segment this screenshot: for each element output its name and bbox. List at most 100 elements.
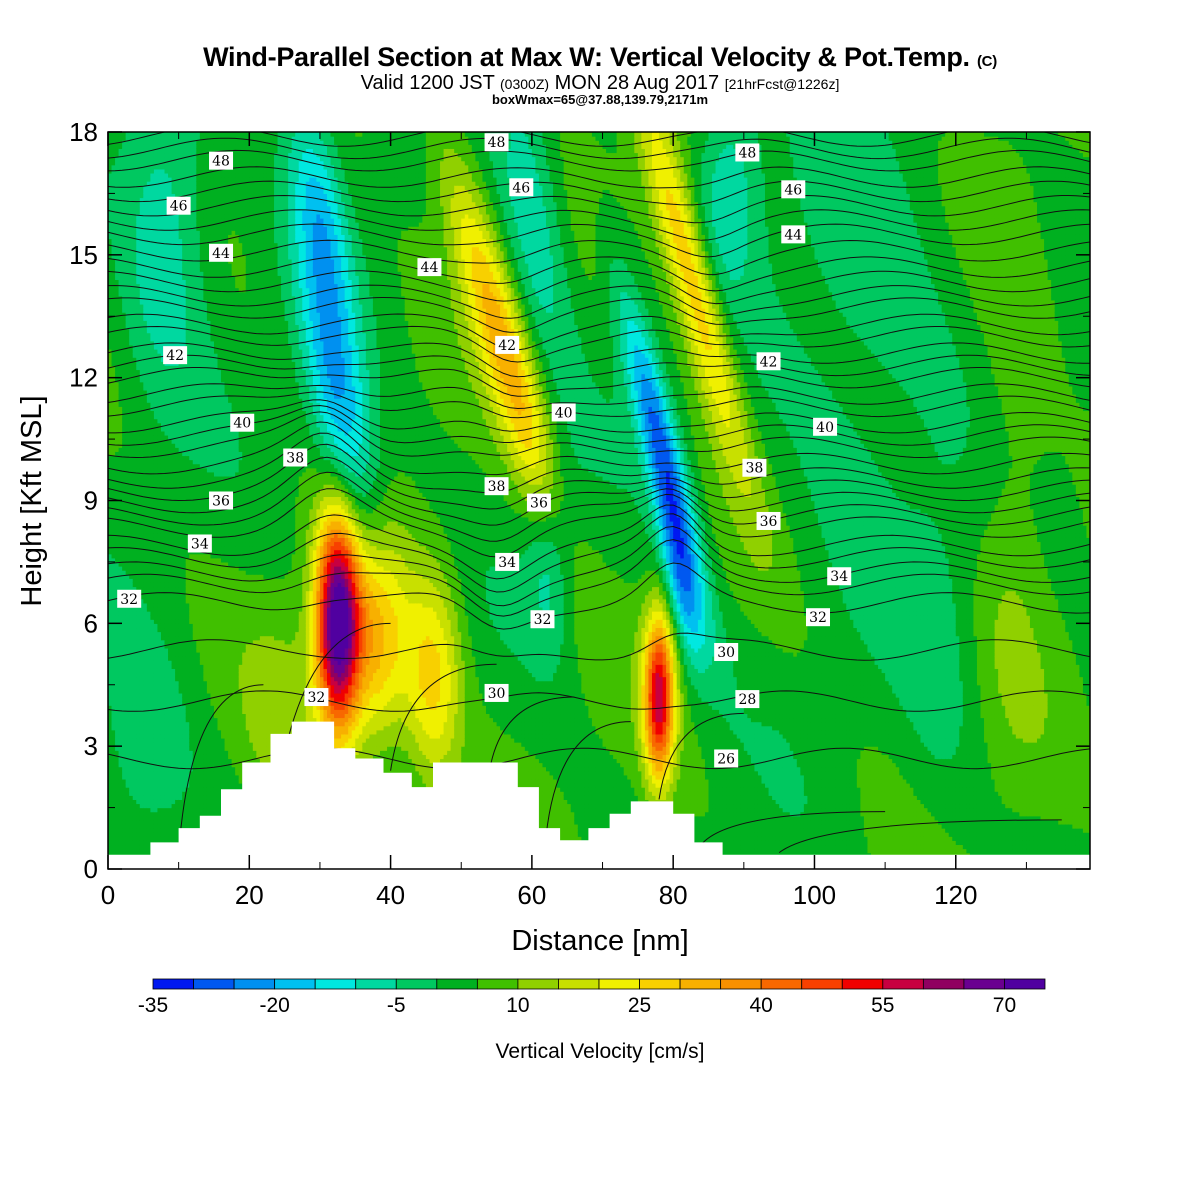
velocity-cell (147, 578, 151, 583)
velocity-cell (154, 701, 158, 706)
velocity-cell (140, 234, 144, 239)
velocity-cell (143, 709, 147, 714)
velocity-cell (122, 582, 126, 587)
velocity-cell (154, 767, 158, 772)
velocity-cell (129, 750, 133, 755)
velocity-cell (119, 664, 123, 669)
velocity-cell (136, 255, 140, 260)
velocity-cell (133, 173, 137, 178)
velocity-cell (112, 689, 116, 694)
velocity-cell (136, 177, 140, 182)
velocity-cell (133, 771, 137, 776)
velocity-cell (119, 202, 123, 207)
velocity-cell (147, 218, 151, 223)
velocity-cell (119, 836, 123, 841)
velocity-cell (147, 308, 151, 313)
velocity-cell (122, 218, 126, 223)
velocity-cell (143, 652, 147, 657)
velocity-cell (136, 664, 140, 669)
velocity-cell (147, 603, 151, 608)
velocity-cell (122, 799, 126, 804)
velocity-cell (157, 820, 161, 825)
velocity-cell (122, 292, 126, 297)
velocity-cell (150, 582, 154, 587)
velocity-cell (147, 713, 151, 718)
velocity-cell (122, 505, 126, 510)
velocity-cell (143, 202, 147, 207)
velocity-cell (143, 509, 147, 514)
velocity-cell (136, 672, 140, 677)
velocity-cell (143, 693, 147, 698)
velocity-cell (150, 419, 154, 424)
velocity-cell (161, 615, 165, 620)
velocity-cell (119, 427, 123, 432)
velocity-cell (143, 283, 147, 288)
velocity-cell (112, 591, 116, 596)
velocity-cell (122, 726, 126, 731)
velocity-cell (119, 771, 123, 776)
velocity-cell (150, 378, 154, 383)
velocity-cell (154, 488, 158, 493)
velocity-cell (112, 611, 116, 616)
velocity-cell (147, 173, 151, 178)
velocity-cell (143, 193, 147, 198)
velocity-cell (143, 410, 147, 415)
velocity-cell (157, 247, 161, 252)
velocity-cell (143, 476, 147, 481)
velocity-cell (161, 681, 165, 686)
velocity-cell (154, 218, 158, 223)
velocity-cell (136, 775, 140, 780)
velocity-cell (143, 361, 147, 366)
velocity-cell (119, 697, 123, 702)
velocity-cell (147, 611, 151, 616)
velocity-cell (161, 799, 165, 804)
velocity-cell (126, 644, 130, 649)
velocity-cell (143, 206, 147, 211)
velocity-cell (157, 157, 161, 162)
velocity-cell (112, 525, 116, 530)
velocity-cell (129, 623, 133, 628)
velocity-cell (161, 808, 165, 813)
velocity-cell (147, 337, 151, 342)
velocity-cell (122, 427, 126, 432)
velocity-cell (140, 693, 144, 698)
velocity-cell (126, 161, 130, 166)
velocity-cell (161, 738, 165, 743)
velocity-cell (150, 169, 154, 174)
velocity-cell (129, 570, 133, 575)
velocity-cell (136, 844, 140, 849)
velocity-cell (154, 787, 158, 792)
velocity-cell (133, 742, 137, 747)
velocity-cell (122, 513, 126, 518)
velocity-cell (157, 570, 161, 575)
velocity-cell (150, 767, 154, 772)
velocity-cell (150, 660, 154, 665)
velocity-cell (129, 148, 133, 153)
velocity-cell (161, 791, 165, 796)
velocity-cell (129, 693, 133, 698)
velocity-cell (112, 836, 116, 841)
velocity-cell (126, 718, 130, 723)
velocity-cell (112, 304, 116, 309)
velocity-cell (136, 423, 140, 428)
velocity-cell (147, 615, 151, 620)
velocity-cell (143, 619, 147, 624)
velocity-cell (112, 275, 116, 280)
velocity-cell (129, 238, 133, 243)
velocity-cell (150, 730, 154, 735)
velocity-cell (150, 820, 154, 825)
velocity-cell (161, 783, 165, 788)
velocity-cell (126, 550, 130, 555)
velocity-cell (115, 353, 119, 358)
velocity-cell (133, 365, 137, 370)
velocity-cell (129, 496, 133, 501)
velocity-cell (136, 185, 140, 190)
velocity-cell (133, 255, 137, 260)
velocity-cell (112, 844, 116, 849)
velocity-cell (112, 828, 116, 833)
velocity-cell (157, 685, 161, 690)
velocity-cell (133, 689, 137, 694)
velocity-cell (115, 451, 119, 456)
velocity-cell (143, 832, 147, 837)
velocity-cell (147, 832, 151, 837)
